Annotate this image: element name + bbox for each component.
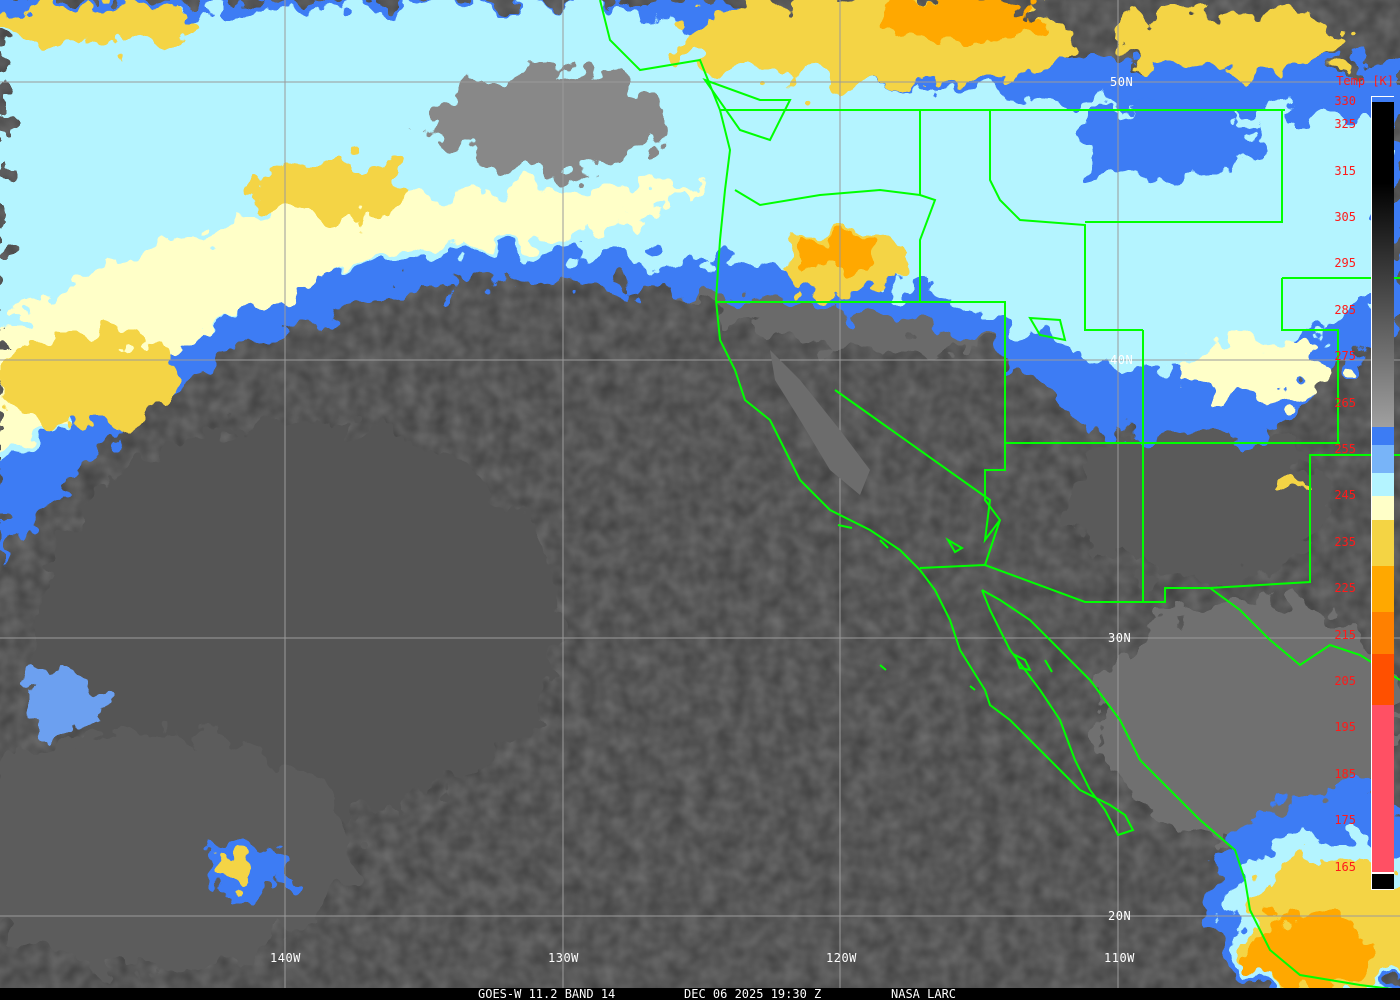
- temperature-colorbar: [1371, 96, 1394, 890]
- colorbar-tick-label: 165: [1334, 859, 1356, 874]
- colorbar-tick-label: 265: [1334, 395, 1356, 410]
- source-label: NASA LARC: [891, 987, 957, 1000]
- colorbar-segment: [1372, 566, 1394, 613]
- lat-label-20n: 20N: [1108, 909, 1132, 923]
- colorbar-segment: [1372, 654, 1394, 706]
- colorbar-segment: [1372, 705, 1394, 873]
- colorbar-tick-label: 295: [1334, 256, 1356, 271]
- colorbar-segment: [1372, 519, 1394, 566]
- colorbar-tick-label: 185: [1334, 766, 1356, 781]
- colorbar-tick-label: 330: [1334, 94, 1356, 108]
- caption-bar: GOES-W 11.2 BAND 14 DEC 06 2025 19:30 Z …: [0, 988, 1400, 1000]
- central-valley: [770, 350, 870, 495]
- datetime-label: DEC 06 2025 19:30 Z: [684, 987, 822, 1000]
- colorbar-tick-label: 215: [1334, 627, 1356, 642]
- colorbar-tick-label: 175: [1334, 813, 1356, 828]
- colorbar-segment: [1372, 496, 1394, 520]
- colorbar-tick-label: 315: [1334, 163, 1356, 178]
- colorbar-segment: [1372, 874, 1394, 889]
- lon-label-110w: 110W: [1104, 951, 1135, 965]
- lon-label-130w: 130W: [548, 951, 579, 965]
- colorbar-tick-label: 245: [1334, 488, 1356, 503]
- colorbar-tick-label: 325: [1334, 117, 1356, 132]
- lon-label-120w: 120W: [826, 951, 857, 965]
- political-borders: [599, 0, 1400, 991]
- lon-label-140w: 140W: [270, 951, 301, 965]
- colorbar-segment: [1372, 102, 1394, 427]
- colorbar-tick-label: 305: [1334, 210, 1356, 224]
- colorbar-segment: [1372, 612, 1394, 655]
- colorbar-tick-label: 255: [1334, 442, 1356, 456]
- colorbar-tick-label: 205: [1334, 674, 1356, 688]
- colorbar-segment: [1372, 473, 1394, 497]
- colorbar-tick-label: 235: [1334, 534, 1356, 549]
- lat-label-50n: 50N: [1110, 75, 1134, 89]
- lat-label-40n: 40N: [1110, 353, 1134, 367]
- colorbar-tick-label: 285: [1334, 302, 1356, 317]
- colorbar-segment: [1372, 445, 1394, 474]
- product-label: GOES-W 11.2 BAND 14: [478, 987, 616, 1000]
- lat-label-30n: 30N: [1108, 631, 1132, 645]
- colorbar-separator: [1372, 872, 1394, 875]
- colorbar-tick-label: 275: [1334, 349, 1356, 364]
- colorbar-segment: [1372, 426, 1394, 446]
- colorbar-title: Temp [K]: [1336, 74, 1394, 88]
- colorbar-tick-label: 195: [1334, 720, 1356, 735]
- colorbar-tick-label: 225: [1334, 581, 1356, 596]
